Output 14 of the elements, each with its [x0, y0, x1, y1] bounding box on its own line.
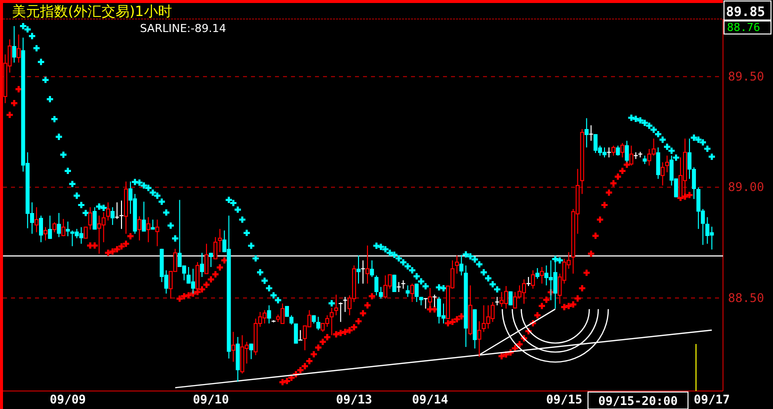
x-tick-label: 09/10	[192, 392, 230, 407]
text: 89.85	[726, 5, 766, 20]
y-tick-label: 89.00	[728, 180, 764, 194]
text: 09/15-20:00	[598, 394, 678, 408]
y-tick-label: 88.50	[728, 290, 764, 305]
x-tick-label: 09/17	[694, 392, 730, 407]
x-tick-label: 09/14	[412, 392, 448, 407]
x-tick-label: 09/09	[50, 392, 86, 407]
x-tick-label: 09/13	[336, 392, 372, 407]
text: 88.76	[727, 21, 760, 34]
chart-title: 美元指数(外汇交易)1小时	[12, 4, 172, 20]
annotation: SARLINE:-89.14	[140, 22, 226, 35]
x-tick-label: 09/15	[546, 392, 582, 407]
y-tick-label: 89.50	[728, 69, 764, 84]
